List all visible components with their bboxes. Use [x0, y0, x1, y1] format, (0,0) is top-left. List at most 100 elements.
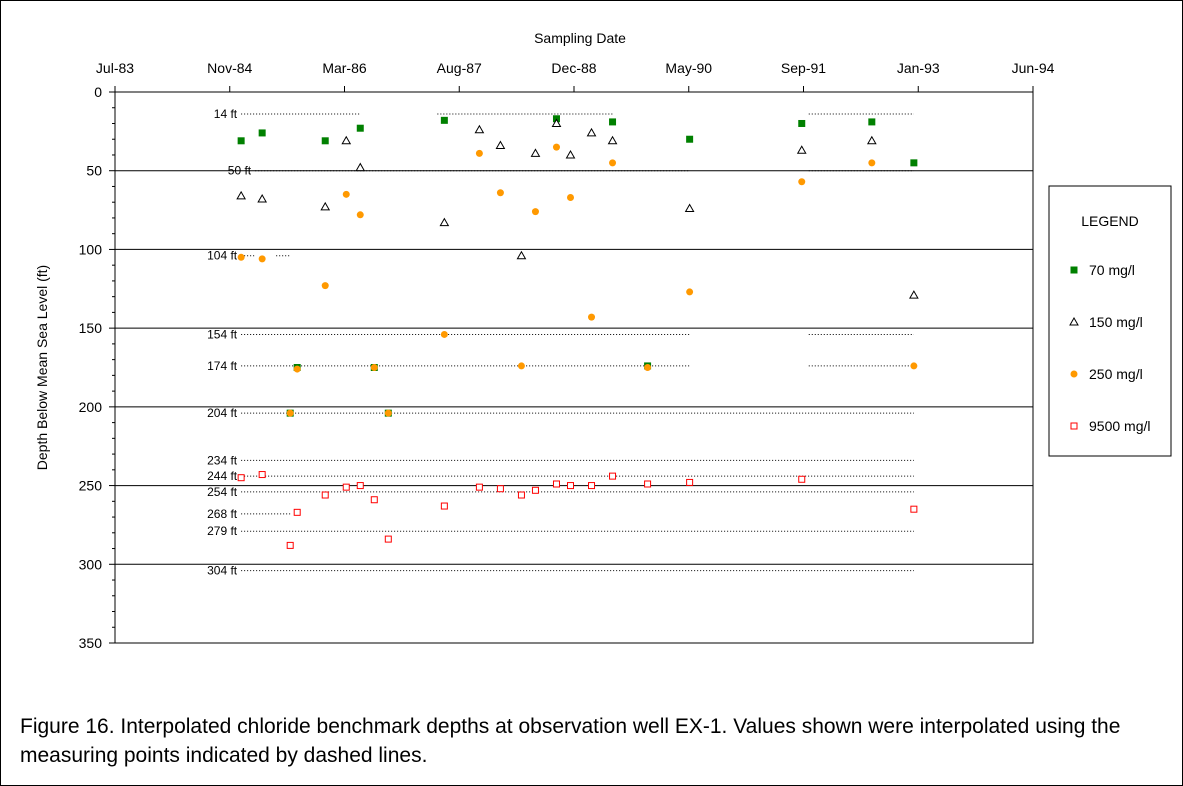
y-tick-label: 200 — [79, 399, 103, 415]
data-point — [496, 189, 504, 197]
series-3 — [237, 471, 918, 549]
data-point — [609, 118, 617, 126]
data-point — [356, 482, 364, 490]
legend-label: 150 mg/l — [1089, 314, 1143, 330]
data-point — [868, 159, 876, 167]
data-point — [370, 496, 378, 504]
data-point — [293, 508, 301, 516]
data-point — [910, 159, 918, 167]
legend-label: 9500 mg/l — [1089, 418, 1150, 434]
data-point — [356, 211, 364, 219]
data-point — [321, 491, 329, 499]
measuring-label: 244 ft — [207, 469, 238, 483]
x-tick-label: Sep-91 — [781, 60, 826, 76]
measuring-label: 104 ft — [207, 249, 238, 263]
data-point — [237, 253, 245, 261]
data-point — [475, 149, 483, 157]
data-point — [868, 118, 876, 126]
data-point — [342, 190, 350, 198]
data-point — [440, 116, 448, 124]
measuring-label: 234 ft — [207, 453, 238, 467]
data-point — [798, 178, 806, 186]
x-tick-label: Jan-93 — [897, 60, 940, 76]
measuring-label: 50 ft — [228, 164, 252, 178]
y-tick-label: 50 — [86, 163, 102, 179]
data-point — [517, 362, 525, 370]
data-point — [566, 193, 574, 201]
legend-box: LEGEND 70 mg/l 150 mg/l 250 mg/l 9500 mg/l — [1048, 185, 1172, 457]
y-tick-label: 350 — [79, 635, 103, 651]
measuring-label: 304 ft — [207, 564, 238, 578]
data-point — [686, 478, 694, 486]
data-point — [258, 471, 266, 479]
data-point — [516, 250, 527, 260]
data-point — [384, 535, 392, 543]
data-point — [586, 127, 597, 137]
series-1 — [236, 118, 919, 299]
data-point — [355, 162, 366, 172]
data-point — [686, 135, 694, 143]
y-tick-label: 300 — [79, 556, 103, 572]
data-point — [258, 129, 266, 137]
data-point — [321, 137, 329, 145]
plot-border — [114, 91, 1034, 644]
data-point — [237, 474, 245, 482]
x-tick-label: Aug-87 — [437, 60, 482, 76]
x-tick-label: Dec-88 — [551, 60, 596, 76]
data-point — [517, 491, 525, 499]
data-point — [909, 290, 919, 299]
x-tick-label: Nov-84 — [207, 60, 252, 76]
data-point — [440, 502, 448, 510]
measuring-label: 14 ft — [214, 107, 238, 121]
legend-label: 70 mg/l — [1089, 262, 1135, 278]
measuring-label: 174 ft — [207, 359, 238, 373]
legend-marker — [1070, 370, 1078, 378]
legend-marker — [1070, 266, 1078, 274]
data-point — [439, 217, 450, 227]
data-point — [530, 148, 541, 157]
x-tick-label: Jun-94 — [1012, 60, 1055, 76]
legend-marker — [1070, 422, 1078, 430]
measuring-label: 204 ft — [207, 406, 238, 420]
data-point — [551, 118, 562, 127]
chart-svg: 0 50 100 150 200 250 300 350 Depth Below Mean Se… — [34, 30, 1172, 651]
series-2 — [237, 143, 918, 417]
data-point — [566, 482, 574, 490]
data-point — [321, 282, 329, 290]
legend-marker — [1069, 316, 1079, 326]
data-point — [644, 364, 652, 371]
data-point — [293, 365, 301, 373]
data-point — [341, 135, 352, 145]
data-point — [286, 541, 294, 549]
measuring-label: 154 ft — [207, 327, 238, 341]
data-point — [609, 472, 617, 480]
data-point — [552, 480, 560, 488]
data-point — [552, 143, 560, 151]
data-point — [910, 505, 918, 513]
data-point — [588, 482, 596, 490]
legend-border — [1048, 185, 1172, 457]
data-point — [866, 135, 877, 145]
y-tick-label: 150 — [79, 320, 103, 336]
plot-area: 0 50 100 150 200 250 300 350 Depth Below Mean Se… — [34, 30, 1055, 651]
measuring-label: 279 ft — [207, 524, 238, 538]
data-point — [384, 409, 392, 417]
data-point — [475, 483, 483, 491]
measuring-label: 254 ft — [207, 485, 238, 499]
x-axis-title: Sampling Date — [534, 30, 626, 46]
data-point — [236, 190, 246, 200]
data-point — [286, 409, 294, 417]
data-point — [796, 145, 807, 154]
data-point — [565, 149, 576, 159]
measuring-label: 268 ft — [207, 507, 238, 521]
y-tick-label: 250 — [79, 478, 103, 494]
data-point — [440, 330, 448, 338]
data-point — [798, 475, 806, 483]
data-point — [531, 208, 539, 216]
data-point — [258, 255, 266, 263]
data-point — [342, 483, 350, 491]
figure-caption: Figure 16. Interpolated chloride benchma… — [20, 715, 1121, 767]
data-point — [531, 486, 539, 494]
data-point — [356, 124, 364, 132]
y-tick-label: 0 — [94, 84, 102, 100]
